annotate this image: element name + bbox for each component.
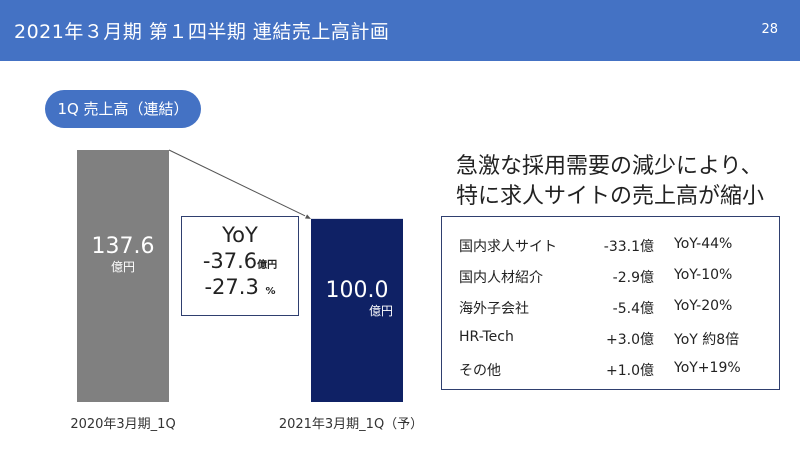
bar-2021-q1-plan [311, 218, 403, 402]
breakdown-name: その他 [459, 363, 501, 379]
breakdown-value: +1.0億 [606, 363, 654, 379]
bar-value-label: 100.0 [326, 278, 389, 303]
yoy-title: YoY [222, 223, 258, 247]
breakdown-value: -2.9億 [612, 270, 654, 286]
breakdown-name: HR-Tech [459, 329, 514, 345]
yoy-percent: -27.3 % [182, 275, 298, 299]
yoy-box: YoY -37.6億円 -27.3 % [181, 216, 299, 316]
breakdown-row: その他 +1.0億 YoY+19% [442, 360, 779, 390]
breakdown-row: 国内求人サイト -33.1億 YoY-44% [442, 236, 779, 266]
breakdown-name: 海外子会社 [459, 301, 529, 317]
headline: 急激な採用需要の減少により、 特に求人サイトの売上高が縮小 [456, 152, 776, 212]
breakdown-value: -5.4億 [612, 301, 654, 317]
breakdown-name: 国内求人サイト [459, 239, 557, 255]
bar-2020-q1 [77, 150, 169, 402]
section-pill: 1Q 売上高（連結） [45, 90, 201, 128]
yoy-amount: -37.6億円 [182, 249, 298, 273]
category-label: 2020年3月期_1Q [70, 417, 175, 432]
connector-arrowhead [305, 214, 311, 219]
yoy-amount-unit: 億円 [257, 260, 278, 271]
headline-line-1: 急激な採用需要の減少により、 [456, 154, 763, 179]
breakdown-row: 海外子会社 -5.4億 YoY-20% [442, 298, 779, 328]
breakdown-yoy: YoY+19% [674, 360, 741, 376]
breakdown-yoy: YoY-20% [674, 298, 733, 314]
breakdown-yoy: YoY-10% [674, 267, 733, 283]
category-label: 2021年3月期_1Q（予） [279, 417, 423, 432]
header-bar: 2021年３月期 第１四半期 連結売上高計画 28 [0, 0, 800, 61]
headline-line-2: 特に求人サイトの売上高が縮小 [456, 184, 765, 209]
yoy-amount-value: -37.6 [202, 249, 258, 273]
breakdown-yoy: YoY-44% [674, 236, 733, 252]
page-number: 28 [761, 22, 778, 37]
breakdown-row: HR-Tech +3.0億 YoY 約8倍 [442, 329, 779, 359]
bar-connector-line [168, 149, 306, 217]
breakdown-value: +3.0億 [606, 332, 654, 348]
breakdown-value: -33.1億 [603, 239, 654, 255]
yoy-percent-value: -27.3 [204, 275, 259, 299]
yoy-percent-unit: % [265, 286, 276, 297]
breakdown-box: 国内求人サイト -33.1億 YoY-44% 国内人材紹介 -2.9億 YoY-… [441, 216, 780, 390]
breakdown-name: 国内人材紹介 [459, 270, 543, 286]
breakdown-yoy: YoY 約8倍 [674, 332, 740, 348]
bar-unit-label: 億円 [111, 260, 135, 274]
breakdown-row: 国内人材紹介 -2.9億 YoY-10% [442, 267, 779, 297]
page-title: 2021年３月期 第１四半期 連結売上高計画 [14, 21, 390, 43]
bar-unit-label: 億円 [369, 304, 393, 318]
bar-value-label: 137.6 [92, 234, 155, 259]
